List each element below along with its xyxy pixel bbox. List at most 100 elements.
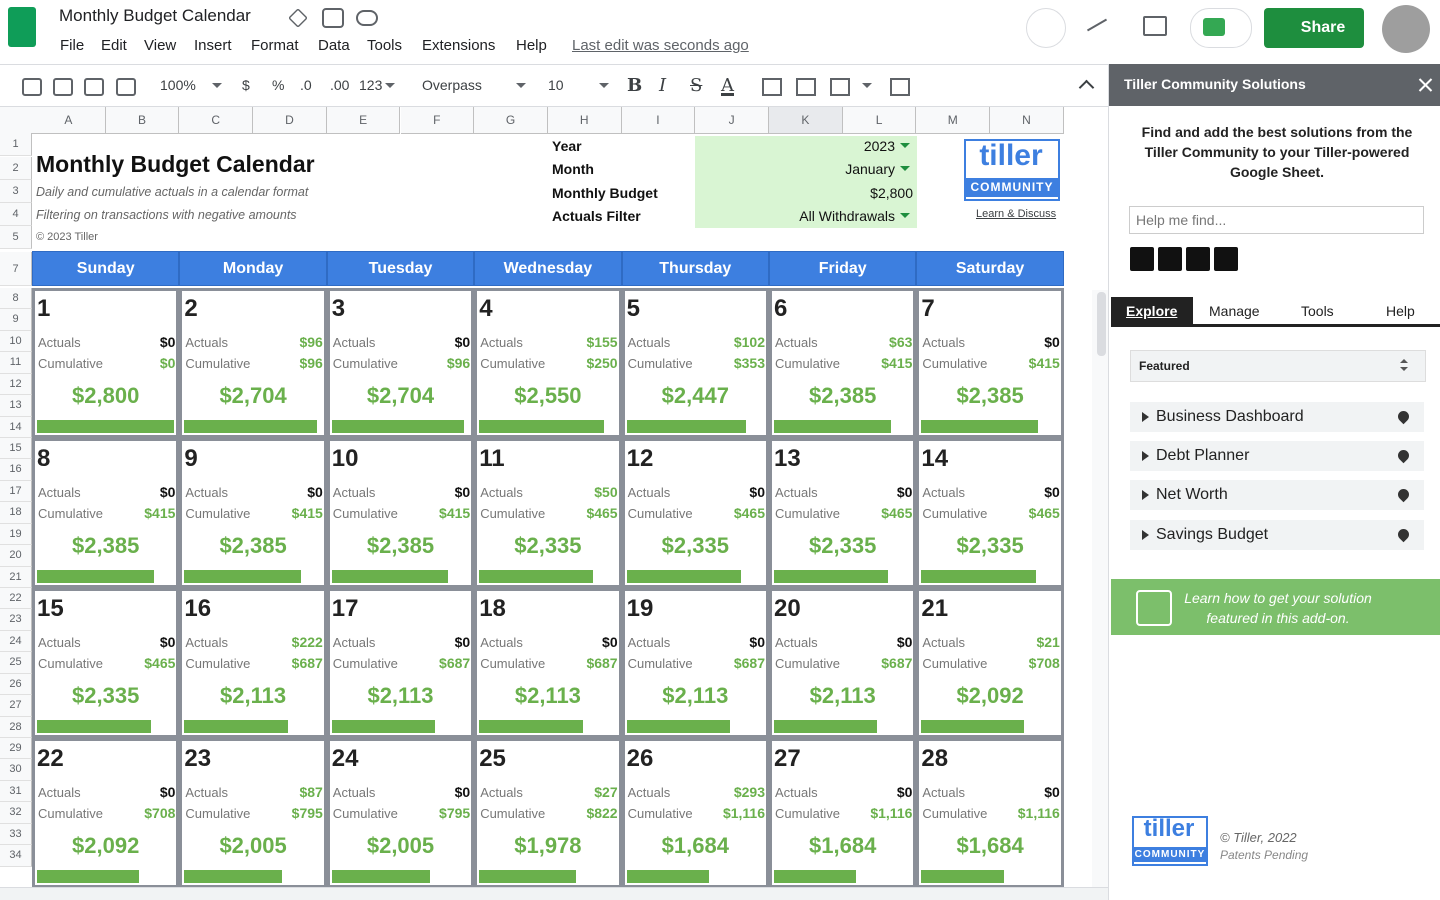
column-header[interactable]: H	[547, 107, 622, 134]
toolbar-dec-less[interactable]: .0	[300, 77, 312, 93]
row-header[interactable]: 27	[0, 695, 32, 717]
row-header[interactable]: 24	[0, 630, 32, 653]
scroll-thumb[interactable]	[1097, 292, 1106, 356]
row-header[interactable]: 15	[0, 438, 32, 460]
param-dropdown[interactable]	[900, 166, 910, 172]
column-header[interactable]: N	[990, 107, 1064, 134]
row-header[interactable]: 21	[0, 566, 32, 588]
row-header[interactable]: 34	[0, 845, 32, 867]
logo-sub[interactable]: COMMUNITY	[966, 178, 1058, 197]
filter-select[interactable]: Featured	[1130, 350, 1426, 382]
column-header[interactable]: L	[842, 107, 917, 134]
avatar[interactable]	[1382, 5, 1430, 53]
learn-link[interactable]: Learn & Discuss	[976, 208, 1057, 220]
solution-item[interactable]	[1130, 402, 1424, 432]
dropdown-arrow[interactable]	[385, 83, 395, 88]
star-icon[interactable]	[288, 8, 308, 28]
column-header[interactable]: K	[769, 107, 843, 134]
search-box[interactable]: Help me find...	[1129, 206, 1424, 234]
solution-name[interactable]: Savings Budget	[1156, 525, 1269, 543]
solution-name[interactable]: Debt Planner	[1156, 447, 1250, 465]
row-header[interactable]: 17	[0, 480, 32, 503]
row-header[interactable]: 19	[0, 523, 32, 546]
toolbar-icon[interactable]	[796, 78, 816, 96]
tool-icon[interactable]	[1186, 247, 1210, 271]
toolbar-percent[interactable]: %	[272, 77, 285, 93]
cloud-icon[interactable]	[356, 10, 378, 26]
tab[interactable]: Manage	[1209, 303, 1260, 319]
toolbar-icon[interactable]	[84, 78, 104, 96]
format-button[interactable]: I	[659, 75, 667, 96]
collapse-icon[interactable]	[1078, 79, 1095, 96]
param-value[interactable]: January	[845, 161, 895, 178]
row-header[interactable]: 1	[0, 133, 32, 156]
select-arrows[interactable]	[1400, 359, 1408, 363]
format-button[interactable]: S	[690, 75, 703, 96]
toolbar-font-size[interactable]: 10	[548, 77, 564, 93]
row-header[interactable]: 16	[0, 459, 32, 481]
column-header[interactable]: J	[695, 107, 769, 134]
menu-item[interactable]: Format	[251, 37, 299, 54]
row-header[interactable]: 3	[0, 180, 32, 203]
column-header[interactable]: G	[474, 107, 548, 134]
toolbar-icon[interactable]	[830, 78, 850, 96]
toolbar-font[interactable]: Overpass	[422, 77, 482, 93]
row-header[interactable]: 26	[0, 673, 32, 696]
row-header[interactable]: 22	[0, 588, 32, 610]
menu-item[interactable]: Tools	[367, 37, 403, 54]
solution-item[interactable]	[1130, 441, 1424, 472]
column-header[interactable]: M	[916, 107, 991, 134]
menu-item[interactable]: Insert	[194, 37, 232, 54]
row-header[interactable]: 4	[0, 203, 32, 226]
solution-item[interactable]	[1130, 480, 1424, 511]
column-header[interactable]: A	[32, 107, 106, 134]
row-header[interactable]: 7	[0, 252, 32, 286]
tab[interactable]: Help	[1386, 303, 1415, 319]
meet-button[interactable]	[1190, 8, 1252, 48]
row-header[interactable]: 33	[0, 823, 32, 846]
banner-text[interactable]: Learn how to get your solution featured …	[1184, 590, 1372, 626]
column-header[interactable]: C	[179, 107, 254, 134]
dropdown-arrow[interactable]	[862, 83, 872, 88]
solution-name[interactable]: Business Dashboard	[1156, 408, 1304, 425]
scrollbar[interactable]	[1092, 290, 1108, 890]
toolbar-dec-more[interactable]: .00	[330, 77, 350, 93]
solution-item[interactable]	[1130, 519, 1424, 550]
comment-icon[interactable]	[1143, 16, 1167, 36]
row-header[interactable]: 11	[0, 352, 32, 374]
row-header[interactable]: 23	[0, 609, 32, 631]
tool-icon[interactable]	[1130, 247, 1154, 271]
param-dropdown[interactable]	[900, 143, 910, 148]
row-header[interactable]: 5	[0, 226, 32, 249]
dropdown-arrow[interactable]	[516, 83, 526, 88]
column-header[interactable]: F	[400, 107, 475, 134]
toolbar-icon[interactable]	[22, 78, 42, 96]
row-header[interactable]: 13	[0, 395, 32, 417]
toolbar-icon[interactable]	[762, 78, 782, 96]
tab[interactable]: Explore	[1126, 303, 1178, 319]
menu-item[interactable]: Help	[516, 37, 547, 54]
dropdown-arrow[interactable]	[212, 83, 222, 88]
menu-item[interactable]: View	[144, 37, 177, 54]
column-header[interactable]: B	[105, 107, 180, 134]
menu-item[interactable]: Data	[318, 37, 350, 54]
menu-item[interactable]: File	[60, 37, 85, 54]
param-value[interactable]: 2023	[863, 138, 895, 154]
meet-icon[interactable]	[1203, 18, 1225, 36]
select-arrows[interactable]	[1400, 367, 1408, 371]
logo-box[interactable]	[964, 139, 1060, 201]
row-header[interactable]: 12	[0, 373, 32, 396]
row-header[interactable]: 2	[0, 157, 32, 180]
column-header[interactable]: I	[621, 107, 696, 134]
toolbar-zoom[interactable]: 100%	[160, 77, 196, 93]
toolbar-currency[interactable]: $	[242, 77, 250, 93]
last-edit[interactable]: Last edit was seconds ago	[572, 37, 749, 54]
tab[interactable]: Tools	[1301, 303, 1334, 319]
row-header[interactable]: 31	[0, 780, 32, 803]
toolbar-icon[interactable]	[53, 78, 73, 96]
row-header[interactable]: 9	[0, 309, 32, 331]
row-header[interactable]: 32	[0, 802, 32, 824]
row-header[interactable]: 20	[0, 545, 32, 567]
expand-arrow[interactable]	[1142, 451, 1149, 462]
expand-arrow[interactable]	[1142, 529, 1149, 540]
